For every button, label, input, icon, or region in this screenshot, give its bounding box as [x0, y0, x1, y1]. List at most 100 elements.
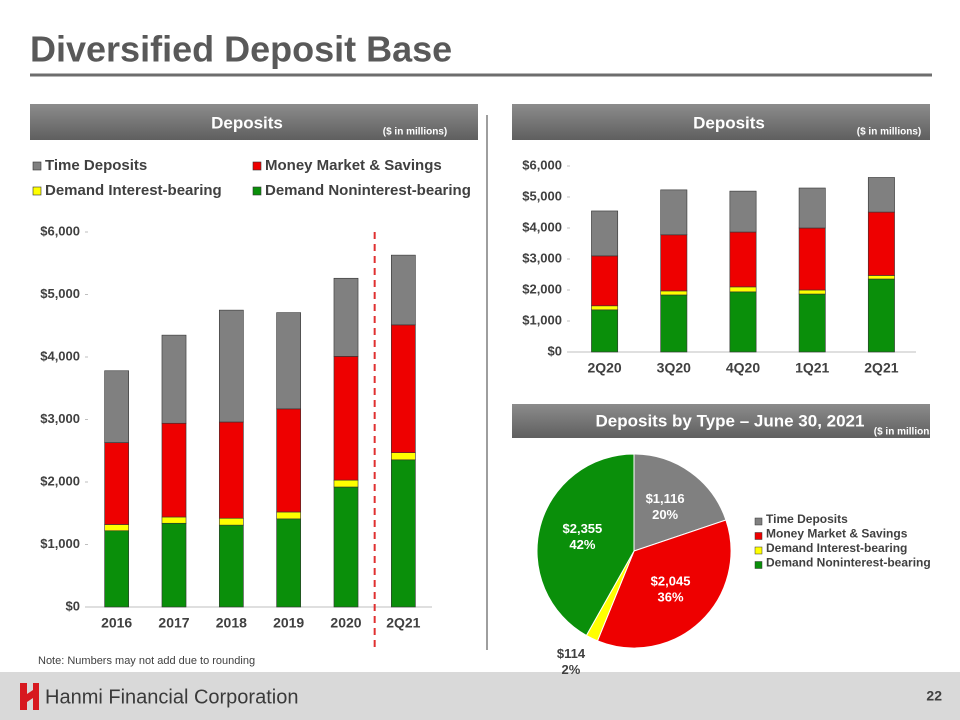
bar-segment [218, 309, 244, 423]
legend-swatch [754, 532, 763, 540]
y-tick-label: $0 [548, 343, 562, 358]
header-bar [30, 104, 478, 140]
pie-slice [596, 519, 732, 649]
slice-percent-label: 20% [652, 507, 678, 522]
bar-segment [867, 211, 895, 276]
bar-segment [660, 294, 688, 353]
bar-segment [104, 530, 130, 608]
bar-segment [161, 516, 187, 524]
bar-segment [333, 479, 359, 488]
bar-segment [390, 254, 416, 326]
company-name: Hanmi Financial Corporation [45, 686, 298, 708]
bar-segment [591, 309, 619, 353]
y-tick-label: $1,000 [40, 536, 80, 551]
legend-label: Time Deposits [45, 157, 147, 174]
bar-segment [276, 312, 302, 410]
legend-swatch [754, 517, 763, 526]
bar-segment [660, 234, 688, 292]
bar-segment [729, 231, 757, 288]
bar-segment [390, 452, 416, 461]
bar-segment [161, 422, 187, 518]
units: ($ in millions) [857, 127, 921, 138]
y-tick-label: $4,000 [40, 348, 80, 363]
slice-value-label: $2,045 [651, 573, 691, 588]
bar-segment [591, 210, 619, 257]
bar-segment [104, 370, 130, 443]
x-tick-label: 2020 [330, 615, 361, 631]
bar-segment [729, 286, 757, 293]
x-tick-label: 2Q21 [386, 615, 420, 631]
legend-label: Demand Noninterest-bearing [265, 182, 471, 199]
chart-title: Deposits [693, 113, 765, 132]
slice-percent-label: 42% [569, 537, 595, 552]
bar-segment [660, 290, 688, 296]
x-tick-label: 3Q20 [657, 360, 691, 376]
bar-segment [161, 334, 187, 424]
legend-swatch [754, 546, 763, 555]
bar-segment [390, 459, 416, 608]
chart-title: Deposits [211, 113, 283, 132]
y-tick-label: $5,000 [522, 188, 562, 203]
y-tick-label: $2,000 [522, 281, 562, 296]
page-number: 22 [926, 688, 942, 704]
y-tick-label: $6,000 [40, 223, 80, 238]
x-tick-label: 2Q20 [587, 360, 621, 376]
header-bar [512, 404, 930, 438]
bar-segment [333, 277, 359, 357]
bar-segment [276, 511, 302, 520]
units: ($ in millions) [874, 427, 938, 438]
slice-percent-label: 36% [658, 589, 684, 604]
bar-segment [333, 486, 359, 608]
x-tick-label: 2016 [101, 615, 132, 631]
legend-swatch [252, 186, 262, 196]
legend-label: Demand Interest-bearing [45, 182, 222, 199]
bar-segment [660, 189, 688, 236]
bar-segment [276, 408, 302, 513]
y-tick-label: $6,000 [522, 157, 562, 172]
bar-segment [276, 518, 302, 608]
units: ($ in millions) [383, 127, 447, 138]
slice-value-label: $2,355 [563, 521, 603, 536]
bar-segment [798, 293, 826, 353]
pie-slice [633, 453, 727, 552]
pie-slice [536, 453, 635, 637]
y-tick-label: $3,000 [40, 411, 80, 426]
x-tick-label: 4Q20 [726, 360, 760, 376]
bar-segment [591, 305, 619, 311]
legend-swatch [252, 161, 262, 171]
bar-segment [333, 356, 359, 481]
footnote: Note: Numbers may not add due to roundin… [38, 655, 255, 667]
x-tick-label: 1Q21 [795, 360, 829, 376]
logo-mark [20, 683, 39, 710]
bar-segment [161, 522, 187, 608]
legend-swatch [754, 561, 763, 569]
legend-label: Money Market & Savings [265, 157, 442, 174]
x-tick-label: 2018 [216, 615, 247, 631]
legend-label: Money Market & Savings [766, 527, 908, 541]
legend-label: Demand Interest-bearing [766, 541, 907, 555]
bar-segment [104, 524, 130, 532]
x-tick-label: 2019 [273, 615, 304, 631]
bar-segment [798, 227, 826, 291]
bar-segment [104, 442, 130, 525]
y-tick-label: $1,000 [522, 312, 562, 327]
bar-segment [798, 289, 826, 295]
bar-segment [798, 187, 826, 229]
y-tick-label: $4,000 [522, 219, 562, 234]
y-tick-label: $2,000 [40, 473, 80, 488]
y-tick-label: $3,000 [522, 250, 562, 265]
x-tick-label: 2017 [158, 615, 189, 631]
bar-segment [867, 275, 895, 280]
slice-value-label: $1,116 [646, 491, 685, 506]
bar-segment [390, 324, 416, 453]
legend-label: Demand Noninterest-bearing [766, 556, 931, 570]
legend-swatch [32, 161, 42, 171]
bar-segment [591, 255, 619, 307]
slide-title: Diversified Deposit Base [30, 29, 452, 70]
x-tick-label: 2Q21 [864, 360, 898, 376]
chart-title: Deposits by Type – June 30, 2021 [596, 411, 865, 430]
bar-segment [218, 421, 244, 519]
plots: $0 $1,000 $2,000 $3,000 $4,000 $5,000 $6,000 20… [32, 157, 931, 677]
y-tick-label: $0 [66, 598, 80, 613]
